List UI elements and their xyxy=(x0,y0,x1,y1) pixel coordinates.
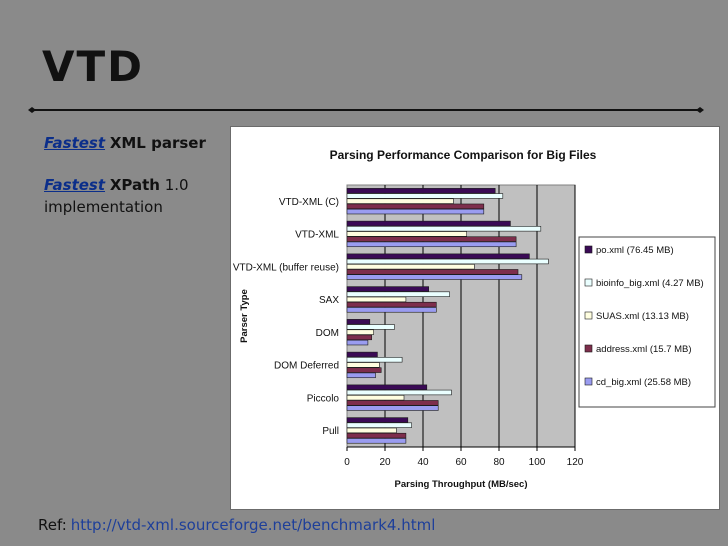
bullet-2-version: 1.0 xyxy=(164,176,189,194)
reference-link[interactable]: http://vtd-xml.sourceforge.net/benchmark… xyxy=(70,516,436,534)
y-tick-label: SAX xyxy=(319,295,339,306)
bar xyxy=(346,208,485,215)
bullet-1-keyword: Fastest xyxy=(44,134,106,152)
bar xyxy=(346,307,437,313)
bar xyxy=(346,417,409,423)
legend-label: address.xml (15.7 MB) xyxy=(596,344,692,355)
x-tick-label: 100 xyxy=(529,457,546,468)
y-tick-label: VTD-XML xyxy=(295,230,339,241)
bar xyxy=(346,253,530,259)
x-tick-label: 120 xyxy=(567,457,584,468)
bar xyxy=(346,296,407,303)
x-tick-label: 40 xyxy=(417,457,429,468)
x-axis-title: Parsing Throughput (MB/sec) xyxy=(395,479,528,490)
bar xyxy=(346,334,373,341)
bar xyxy=(346,339,369,346)
bar xyxy=(346,269,519,275)
bar xyxy=(346,236,517,242)
bar xyxy=(346,372,376,379)
bar xyxy=(346,405,439,411)
legend-box xyxy=(578,236,716,408)
chart-frame: VTD-XML (C) VTD-XML VTD-XML (buffer reuse)… xyxy=(230,126,720,510)
bar xyxy=(346,241,517,248)
bar xyxy=(346,263,475,270)
bar xyxy=(346,291,450,297)
bullet-2-keyword: Fastest xyxy=(44,176,106,194)
chart-title: Parsing Performance Comparison for Big F… xyxy=(330,148,597,162)
legend-swatch xyxy=(584,311,593,320)
bar xyxy=(346,432,407,439)
reference: Ref: http://vtd-xml.sourceforge.net/bench… xyxy=(38,516,435,534)
legend-label: cd_big.xml (25.58 MB) xyxy=(596,377,691,388)
y-tick-label: DOM xyxy=(316,328,339,339)
legend-swatch xyxy=(584,278,593,287)
legend-label: po.xml (76.45 MB) xyxy=(596,245,674,256)
bar xyxy=(346,198,454,204)
title-divider xyxy=(28,107,704,113)
bar xyxy=(346,188,496,194)
legend-swatch xyxy=(584,245,593,254)
x-tick-label: 0 xyxy=(344,457,350,468)
bar xyxy=(346,438,407,444)
bullet-2-cont: implementation xyxy=(44,196,234,218)
bullet-2-bold: XPath xyxy=(109,176,160,194)
bar xyxy=(346,193,504,199)
bar xyxy=(346,362,380,368)
bar xyxy=(346,274,523,280)
reference-label: Ref: xyxy=(38,516,67,534)
bar xyxy=(346,422,412,428)
bar xyxy=(346,220,511,227)
legend-swatch xyxy=(584,377,593,386)
bar xyxy=(346,258,549,265)
x-tick-label: 60 xyxy=(455,457,467,468)
y-tick-label: DOM Deferred xyxy=(274,361,339,372)
bullet-1: Fastest XML parser xyxy=(44,132,234,154)
y-axis-title: Parser Type xyxy=(239,289,250,343)
bar xyxy=(346,231,467,237)
bar xyxy=(346,400,439,406)
bullet-list: Fastest XML parser Fastest XPath 1.0 imp… xyxy=(44,132,234,218)
x-tick-label: 80 xyxy=(493,457,505,468)
bar xyxy=(346,301,437,308)
bar xyxy=(346,389,452,396)
bar xyxy=(346,319,371,325)
bar xyxy=(346,367,382,373)
y-tick-label: VTD-XML (C) xyxy=(279,197,339,208)
slide-title: VTD xyxy=(42,42,145,91)
bullet-1-text: XML parser xyxy=(109,134,206,152)
legend-label: bioinfo_big.xml (4.27 MB) xyxy=(596,278,704,289)
bullet-2-text: implementation xyxy=(44,198,163,216)
legend-label: SUAS.xml (13.13 MB) xyxy=(596,311,689,322)
x-tick-label: 20 xyxy=(379,457,391,468)
legend-swatch xyxy=(584,344,593,353)
bar xyxy=(346,384,428,390)
bar xyxy=(346,351,378,358)
bar xyxy=(346,226,542,232)
bar xyxy=(346,427,397,434)
parsing-performance-chart: VTD-XML (C) VTD-XML VTD-XML (buffer reuse)… xyxy=(233,148,716,490)
y-tick-label: Pull xyxy=(322,426,339,437)
bar xyxy=(346,324,395,330)
bar xyxy=(346,329,374,335)
bullet-2: Fastest XPath 1.0 xyxy=(44,174,234,196)
y-tick-label: VTD-XML (buffer reuse) xyxy=(233,262,339,273)
bar xyxy=(346,286,429,292)
y-tick-label: Piccolo xyxy=(307,393,340,404)
bar xyxy=(346,203,485,210)
bar xyxy=(346,394,405,401)
bar xyxy=(346,357,403,363)
